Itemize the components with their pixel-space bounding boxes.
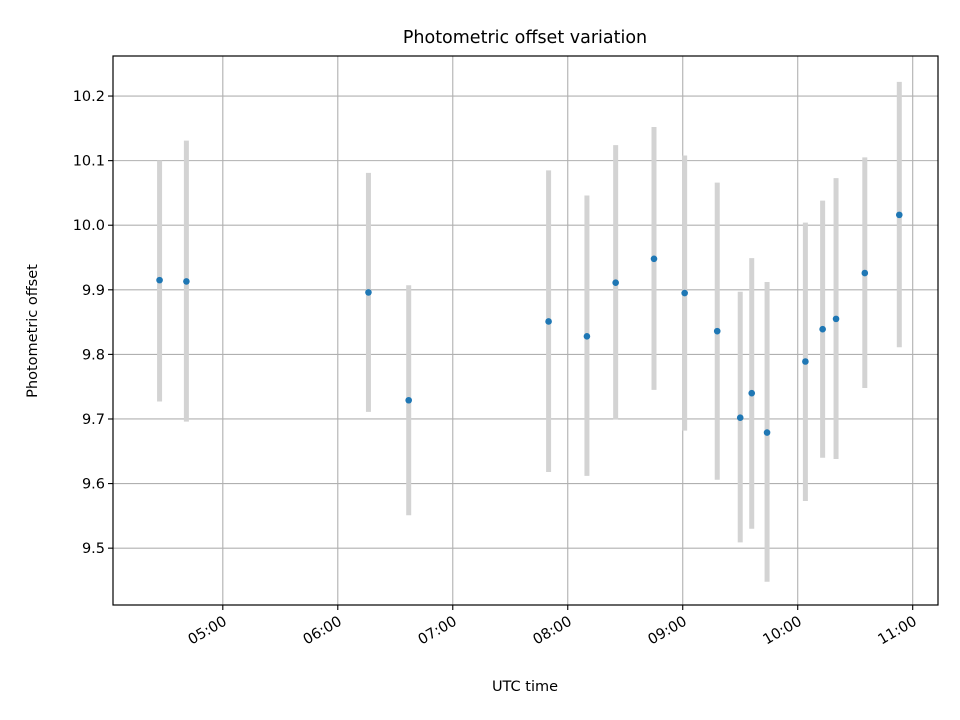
data-point: [802, 358, 809, 365]
y-tick-label: 9.5: [82, 541, 105, 557]
data-point: [832, 315, 840, 323]
data-point: [583, 333, 591, 340]
y-tick-label: 9.9: [82, 283, 105, 299]
data-point: [763, 429, 771, 436]
y-tick-label: 9.8: [82, 347, 105, 363]
y-tick-label: 10.2: [73, 89, 105, 105]
data-point: [713, 327, 721, 335]
y-tick-label: 9.6: [82, 477, 105, 493]
y-tick-label: 9.7: [82, 412, 105, 428]
data-point: [650, 255, 658, 263]
data-point: [736, 414, 744, 421]
data-point: [545, 318, 552, 325]
y-axis-label: Photometric offset: [25, 264, 41, 398]
data-point: [183, 278, 190, 285]
y-tick-label: 10.0: [73, 218, 105, 234]
data-point: [819, 325, 826, 333]
data-point: [681, 289, 688, 297]
data-point: [405, 396, 412, 404]
chart-title: Photometric offset variation: [403, 28, 647, 48]
data-point: [156, 276, 163, 284]
data-point: [748, 389, 756, 397]
y-tick-label: 10.1: [73, 154, 105, 170]
data-point: [895, 211, 903, 219]
plot-frame: [112, 55, 939, 606]
data-points: [156, 211, 903, 436]
data-point: [365, 289, 372, 296]
data-point: [612, 279, 619, 287]
data-point: [861, 269, 869, 277]
x-axis-label: UTC time: [492, 679, 558, 695]
